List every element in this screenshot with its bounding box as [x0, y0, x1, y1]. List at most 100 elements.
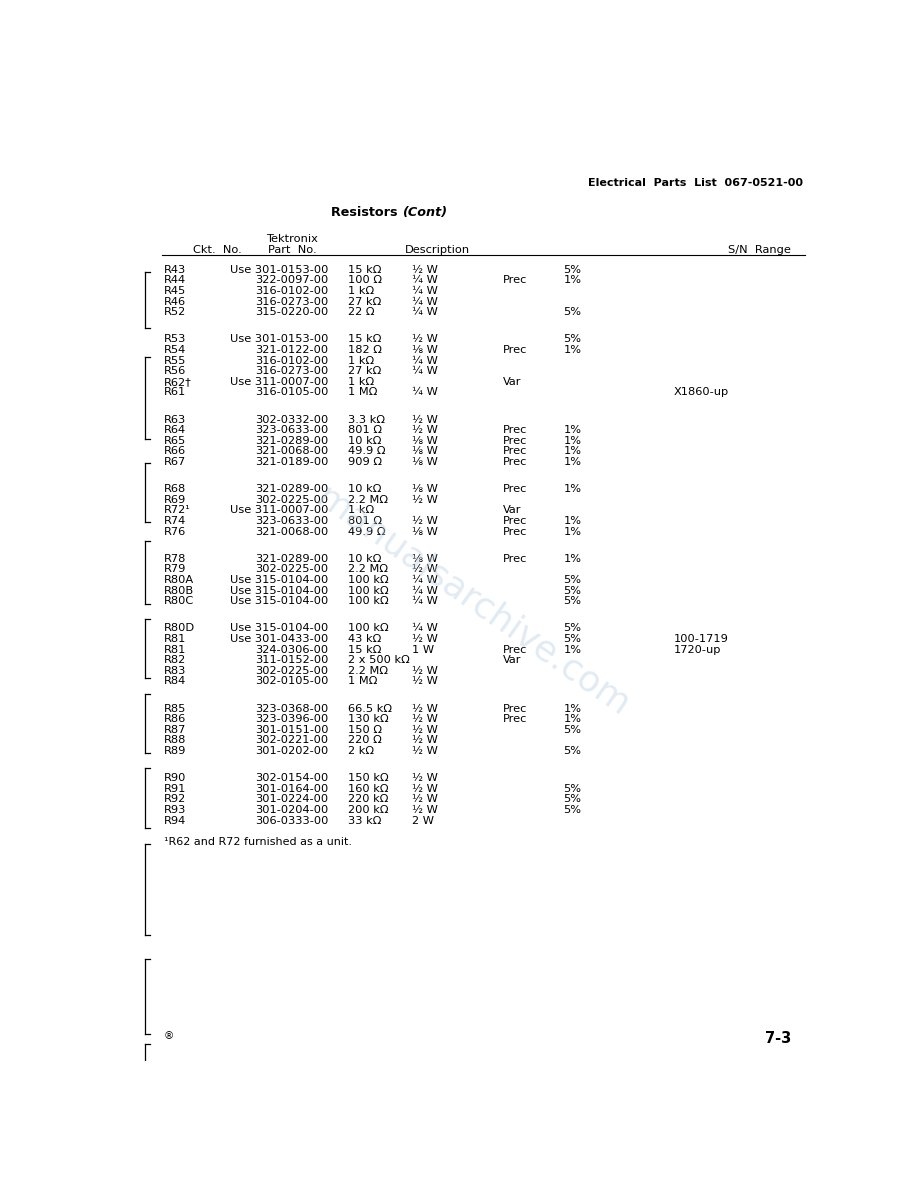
Text: 1 MΩ: 1 MΩ [348, 387, 377, 397]
Text: 323-0368-00: 323-0368-00 [255, 703, 329, 714]
Text: Prec: Prec [503, 344, 528, 355]
Text: 324-0306-00: 324-0306-00 [256, 645, 329, 654]
Text: ½ W: ½ W [412, 703, 438, 714]
Text: X1860-up: X1860-up [674, 387, 729, 397]
Text: R67: R67 [164, 457, 186, 467]
Text: 15 kΩ: 15 kΩ [348, 265, 382, 274]
Text: Use 311-0007-00: Use 311-0007-00 [230, 377, 329, 387]
Text: R90: R90 [164, 774, 186, 783]
Text: 10 kΩ: 10 kΩ [348, 436, 382, 446]
Text: ½ W: ½ W [412, 426, 438, 435]
Text: 302-0332-00: 302-0332-00 [255, 415, 329, 424]
Text: 302-0154-00: 302-0154-00 [255, 774, 329, 783]
Text: ½ W: ½ W [412, 784, 438, 794]
Text: 5%: 5% [564, 634, 581, 644]
Text: Use 315-0104-00: Use 315-0104-00 [230, 623, 328, 633]
Text: R55: R55 [164, 355, 186, 366]
Text: ¼ W: ¼ W [412, 575, 438, 585]
Text: R54: R54 [164, 344, 186, 355]
Text: R94: R94 [164, 815, 186, 826]
Text: 100 kΩ: 100 kΩ [348, 585, 389, 596]
Text: 316-0102-00: 316-0102-00 [255, 355, 329, 366]
Text: R52: R52 [164, 308, 186, 317]
Text: 322-0097-00: 322-0097-00 [255, 275, 329, 285]
Text: 301-0151-00: 301-0151-00 [255, 725, 329, 734]
Text: ½ W: ½ W [412, 676, 438, 687]
Text: ½ W: ½ W [412, 495, 438, 504]
Text: 1%: 1% [564, 436, 581, 446]
Text: 15 kΩ: 15 kΩ [348, 334, 382, 344]
Text: ⅛ W: ⅛ W [412, 527, 438, 536]
Text: 801 Ω: 801 Ω [348, 516, 382, 526]
Text: 321-0068-00: 321-0068-00 [255, 447, 329, 457]
Text: 316-0102-00: 316-0102-00 [255, 286, 329, 296]
Text: 220 Ω: 220 Ω [348, 735, 382, 745]
Text: ⅛ W: ⅛ W [412, 554, 438, 564]
Text: ½ W: ½ W [412, 334, 438, 344]
Text: 5%: 5% [564, 596, 581, 607]
Text: 43 kΩ: 43 kΩ [348, 634, 382, 644]
Text: R46: R46 [164, 297, 186, 306]
Text: R63: R63 [164, 415, 186, 424]
Text: Var: Var [503, 377, 521, 387]
Text: Use 315-0104-00: Use 315-0104-00 [230, 596, 328, 607]
Text: ⅛ W: ⅛ W [412, 436, 438, 446]
Text: 1%: 1% [564, 516, 581, 526]
Text: ¼ W: ¼ W [412, 596, 438, 607]
Text: 7-3: 7-3 [765, 1031, 791, 1045]
Text: 302-0225-00: 302-0225-00 [256, 564, 329, 575]
Text: 801 Ω: 801 Ω [348, 426, 382, 435]
Text: ½ W: ½ W [412, 415, 438, 424]
Text: 1%: 1% [564, 645, 581, 654]
Text: 5%: 5% [564, 794, 581, 805]
Text: R44: R44 [164, 275, 186, 285]
Text: R53: R53 [164, 334, 186, 344]
Text: 321-0289-00: 321-0289-00 [255, 484, 329, 495]
Text: Prec: Prec [503, 645, 528, 654]
Text: 321-0122-00: 321-0122-00 [256, 344, 329, 355]
Text: 1 kΩ: 1 kΩ [348, 505, 374, 515]
Text: 1%: 1% [564, 426, 581, 435]
Text: Part  No.: Part No. [268, 244, 317, 255]
Text: 2.2 MΩ: 2.2 MΩ [348, 564, 388, 575]
Text: R66: R66 [164, 447, 186, 457]
Text: ¼ W: ¼ W [412, 623, 438, 633]
Text: Prec: Prec [503, 275, 528, 285]
Text: Use 315-0104-00: Use 315-0104-00 [230, 575, 328, 585]
Text: Prec: Prec [503, 554, 528, 564]
Text: Prec: Prec [503, 516, 528, 526]
Text: 316-0105-00: 316-0105-00 [255, 387, 329, 397]
Text: 5%: 5% [564, 308, 581, 317]
Text: 302-0221-00: 302-0221-00 [256, 735, 329, 745]
Text: Resistors: Resistors [331, 206, 402, 219]
Text: 100 kΩ: 100 kΩ [348, 623, 389, 633]
Text: 15 kΩ: 15 kΩ [348, 645, 382, 654]
Text: ⅛ W: ⅛ W [412, 484, 438, 495]
Text: R87: R87 [164, 725, 186, 734]
Text: R80B: R80B [164, 585, 194, 596]
Text: 1%: 1% [564, 703, 581, 714]
Text: 2 kΩ: 2 kΩ [348, 746, 374, 756]
Text: 33 kΩ: 33 kΩ [348, 815, 382, 826]
Text: ¼ W: ¼ W [412, 585, 438, 596]
Text: R93: R93 [164, 805, 186, 815]
Text: 66.5 kΩ: 66.5 kΩ [348, 703, 392, 714]
Text: Tektronix: Tektronix [266, 234, 318, 244]
Text: 2 x 500 kΩ: 2 x 500 kΩ [348, 656, 409, 665]
Text: Prec: Prec [503, 447, 528, 457]
Text: 1%: 1% [564, 527, 581, 536]
Text: 1%: 1% [564, 447, 581, 457]
Text: ½ W: ½ W [412, 725, 438, 734]
Text: ½ W: ½ W [412, 666, 438, 676]
Text: 321-0289-00: 321-0289-00 [255, 436, 329, 446]
Text: 301-0224-00: 301-0224-00 [256, 794, 329, 805]
Text: 302-0105-00: 302-0105-00 [255, 676, 329, 687]
Text: R79: R79 [164, 564, 186, 575]
Text: R89: R89 [164, 746, 186, 756]
Text: Var: Var [503, 505, 521, 515]
Text: R76: R76 [164, 527, 186, 536]
Text: 302-0225-00: 302-0225-00 [256, 666, 329, 676]
Text: 1720-up: 1720-up [674, 645, 721, 654]
Text: Prec: Prec [503, 527, 528, 536]
Text: 1 kΩ: 1 kΩ [348, 286, 374, 296]
